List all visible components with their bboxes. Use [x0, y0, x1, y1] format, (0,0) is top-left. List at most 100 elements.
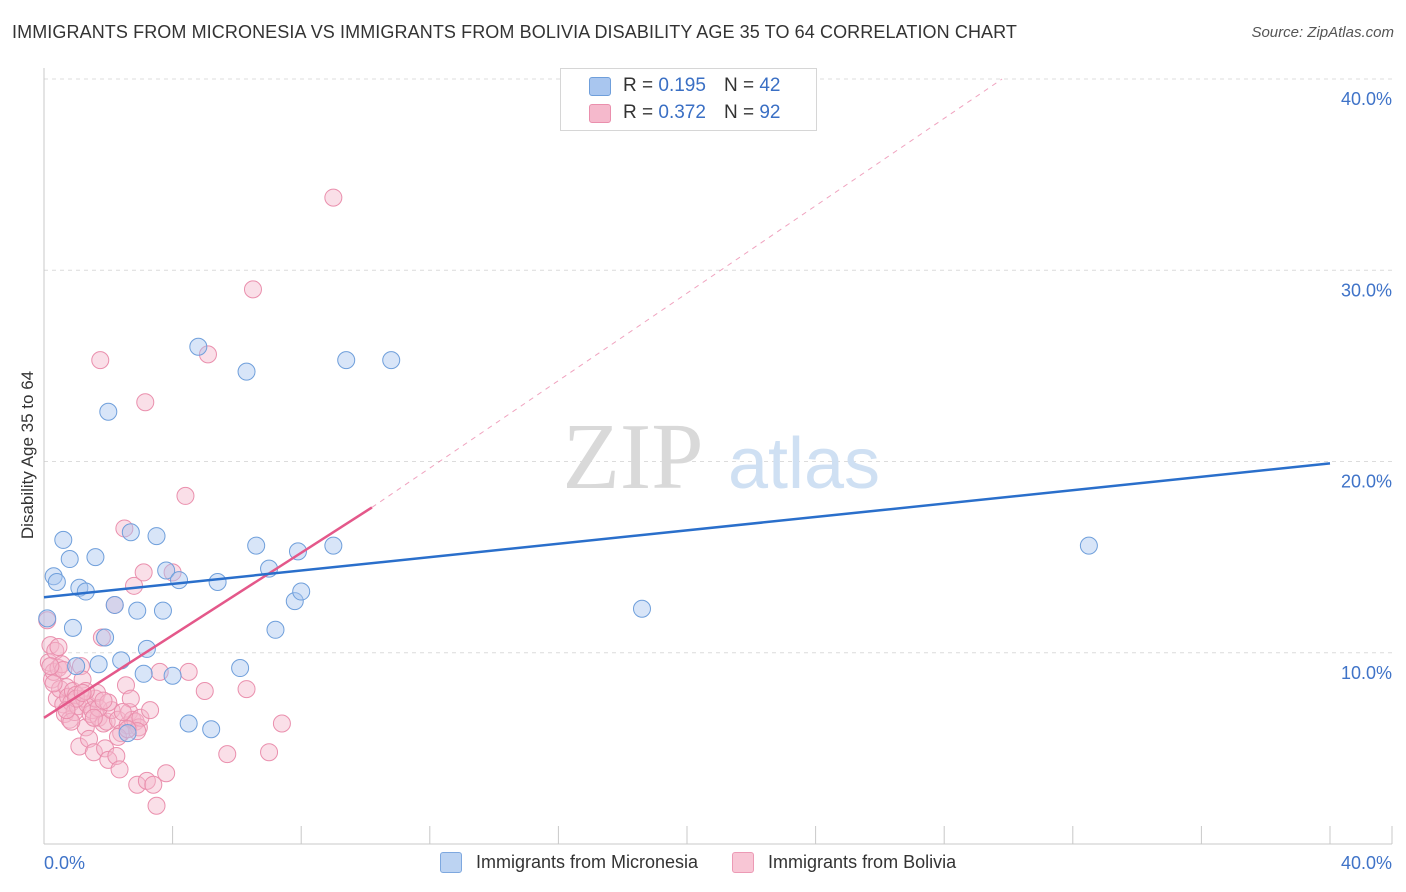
- bolivia-point: [272, 714, 291, 733]
- bolivia-point: [71, 657, 90, 676]
- legend-item-micronesia[interactable]: Immigrants from Micronesia: [440, 852, 698, 873]
- legend-label-micronesia: Immigrants from Micronesia: [476, 852, 699, 872]
- micronesia-point: [292, 582, 311, 601]
- bolivia-point: [94, 691, 113, 710]
- bolivia-point: [121, 689, 140, 708]
- pink-swatch-icon: [589, 103, 611, 123]
- legend-label-bolivia: Immigrants from Bolivia: [768, 852, 957, 872]
- bolivia-point: [176, 486, 195, 505]
- bolivia-point: [131, 708, 150, 727]
- legend-r-label: R =: [623, 102, 654, 123]
- micronesia-trend-line: [43, 462, 1331, 599]
- bolivia-point: [136, 393, 155, 412]
- micronesia-point: [231, 659, 250, 678]
- y-axis-label: Disability Age 35 to 64: [18, 370, 37, 540]
- micronesia-point: [60, 550, 79, 569]
- bolivia-point: [179, 662, 198, 681]
- bolivia-point: [134, 563, 153, 582]
- micronesia-point: [288, 542, 307, 561]
- bolivia-point: [116, 676, 135, 695]
- legend-item-bolivia[interactable]: Immigrants from Bolivia: [732, 852, 956, 873]
- bolivia-point: [195, 682, 214, 700]
- legend-n-label: N =: [723, 75, 755, 96]
- micronesia-point: [112, 651, 131, 670]
- legend-n-label: N =: [723, 102, 755, 123]
- legend-n-value: 92: [759, 102, 781, 123]
- bolivia-point: [113, 703, 132, 722]
- micronesia-point: [382, 351, 401, 370]
- bolivia-point: [218, 745, 237, 764]
- bolivia-point: [49, 638, 68, 657]
- micronesia-points: [38, 337, 1098, 743]
- micronesia-point: [163, 666, 182, 685]
- trend-lines: [43, 78, 1331, 719]
- micronesia-point: [147, 527, 166, 546]
- micronesia-point: [247, 536, 266, 555]
- micronesia-point: [285, 592, 304, 611]
- series-legend: Immigrants from Micronesia Immigrants fr…: [440, 852, 990, 873]
- bolivia-point: [41, 657, 60, 676]
- bolivia-point: [84, 743, 103, 762]
- y-tick-label: 20.0%: [1341, 472, 1392, 492]
- micronesia-point: [237, 362, 256, 381]
- micronesia-point: [337, 351, 356, 370]
- pink-square-icon: [732, 852, 755, 873]
- legend-row-bolivia: R = 0.372 N = 92: [589, 100, 780, 126]
- axes: [43, 68, 1393, 845]
- micronesia-point: [121, 523, 140, 542]
- tick-labels: 10.0% 20.0% 30.0% 40.0% 0.0% 40.0%: [44, 89, 1392, 873]
- legend-r-value: 0.372: [658, 102, 706, 123]
- micronesia-point: [208, 572, 227, 591]
- bolivia-point: [80, 729, 99, 748]
- watermark-atlas: atlas: [728, 424, 880, 504]
- micronesia-point: [118, 724, 137, 743]
- micronesia-point: [134, 664, 153, 683]
- micronesia-point: [38, 609, 57, 628]
- legend-row-micronesia: R = 0.195 N = 42: [589, 73, 780, 99]
- bolivia-point: [147, 796, 166, 815]
- bolivia-point: [44, 674, 63, 693]
- bolivia-point: [118, 720, 137, 739]
- legend-r-value: 0.195: [658, 75, 706, 96]
- x-tick-label: 40.0%: [1341, 853, 1392, 873]
- bolivia-points: [38, 188, 343, 815]
- micronesia-point: [179, 714, 198, 733]
- micronesia-point: [63, 618, 82, 637]
- bolivia-point: [198, 345, 217, 364]
- blue-square-icon: [440, 852, 462, 873]
- micronesia-point: [189, 337, 208, 356]
- micronesia-point: [170, 571, 189, 590]
- bolivia-point: [163, 563, 182, 582]
- micronesia-point: [266, 620, 285, 639]
- y-tick-label: 10.0%: [1341, 663, 1392, 683]
- bolivia-point: [107, 747, 126, 766]
- bolivia-point: [108, 727, 127, 746]
- watermark-zip: ZIP: [563, 405, 704, 509]
- legend-r-label: R =: [623, 75, 654, 96]
- bolivia-point: [62, 712, 81, 731]
- bolivia-trend-extension: [371, 78, 1003, 508]
- bolivia-point: [91, 351, 110, 370]
- y-tick-label: 30.0%: [1341, 280, 1392, 300]
- micronesia-point: [1079, 536, 1098, 555]
- source-label: Source: ZipAtlas.com: [1251, 24, 1394, 41]
- micronesia-point: [99, 402, 118, 421]
- micronesia-point: [324, 536, 343, 555]
- micronesia-point: [86, 548, 105, 567]
- bolivia-point: [324, 188, 343, 207]
- stats-legend: R = 0.195 N = 42 R = 0.372 N = 92: [560, 68, 817, 131]
- x-tick-label: 0.0%: [44, 853, 85, 873]
- bolivia-point: [237, 680, 256, 699]
- micronesia-point: [67, 657, 86, 676]
- bolivia-trend-line: [43, 506, 373, 719]
- chart-title: IMMIGRANTS FROM MICRONESIA VS IMMIGRANTS…: [12, 22, 1018, 42]
- bolivia-point: [243, 280, 262, 299]
- y-tick-label: 40.0%: [1341, 89, 1392, 109]
- micronesia-point: [202, 720, 221, 739]
- bolivia-point: [110, 760, 129, 779]
- micronesia-point: [47, 572, 66, 591]
- bolivia-point: [157, 764, 176, 783]
- micronesia-point: [128, 601, 147, 620]
- blue-swatch-icon: [589, 76, 611, 96]
